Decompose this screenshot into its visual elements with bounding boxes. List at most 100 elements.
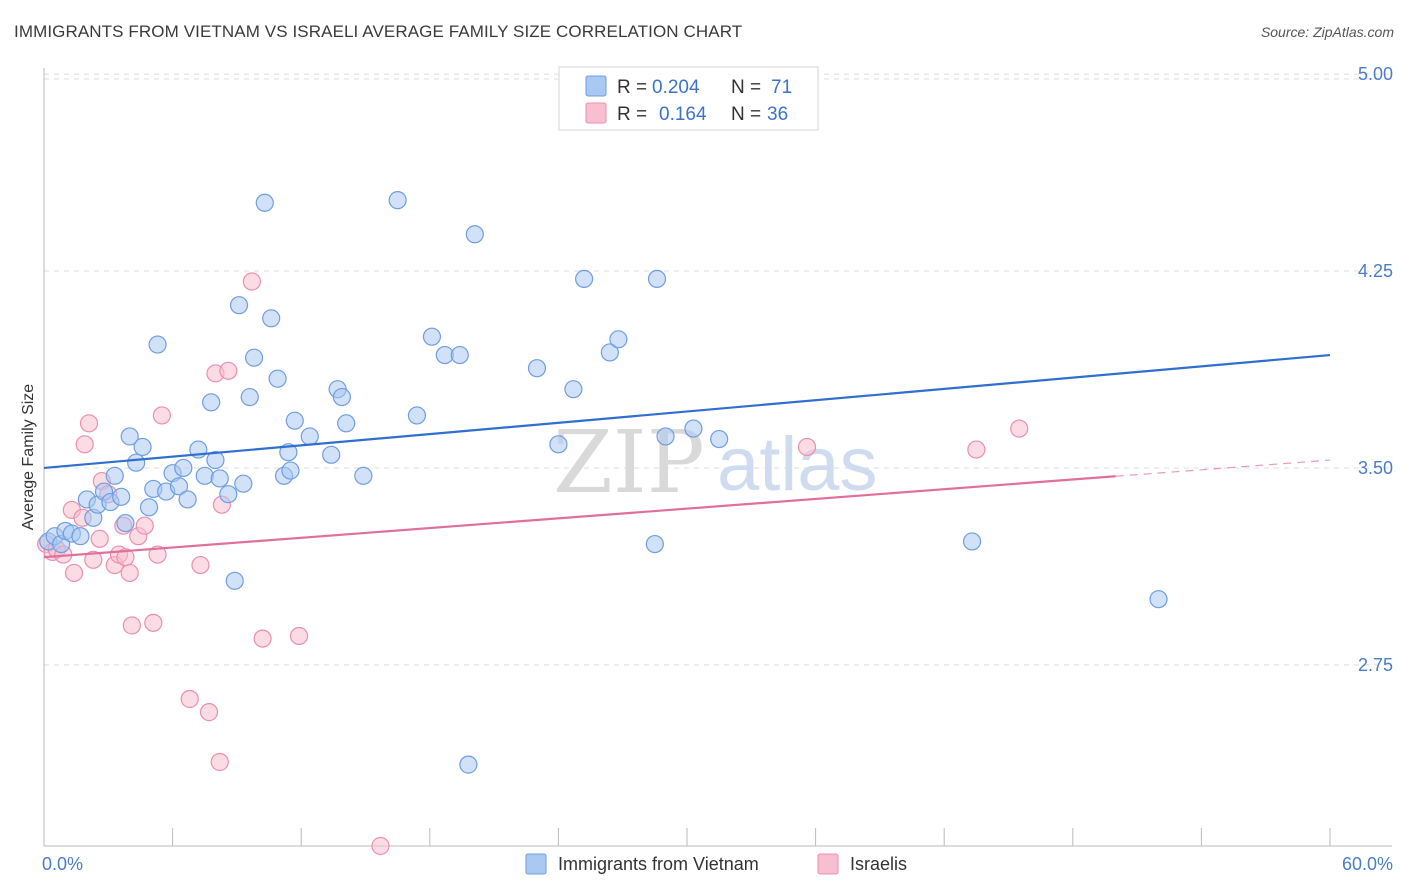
bottom-legend-label-vietnam: Immigrants from Vietnam bbox=[558, 854, 759, 874]
israelis-point bbox=[1010, 419, 1029, 438]
vietnam-point bbox=[225, 571, 244, 590]
vietnam-point bbox=[656, 427, 675, 446]
y-axis-label: Average Family Size bbox=[20, 384, 37, 531]
legend-r-label: R = bbox=[617, 77, 647, 98]
vietnam-point bbox=[647, 269, 667, 289]
vietnam-point bbox=[322, 445, 341, 464]
legend-n-value: 71 bbox=[771, 77, 792, 98]
vietnam-point bbox=[407, 406, 427, 425]
vietnam-point bbox=[139, 498, 159, 517]
legend-swatch-pink bbox=[585, 102, 607, 124]
israelis-point bbox=[120, 563, 139, 583]
israelis-point bbox=[967, 440, 986, 459]
vietnam-point bbox=[116, 513, 135, 533]
vietnam-point bbox=[206, 450, 225, 470]
vietnam-point bbox=[645, 534, 664, 554]
vietnam-points bbox=[39, 191, 1168, 774]
legend-swatch-blue bbox=[585, 75, 607, 97]
israelis-trend-line bbox=[43, 475, 1116, 559]
vietnam-point bbox=[337, 414, 356, 433]
vietnam-point bbox=[71, 527, 90, 546]
israelis-point bbox=[135, 516, 154, 535]
israelis-point bbox=[199, 703, 219, 722]
x-tick-label: 0.0% bbox=[42, 854, 83, 874]
vietnam-point bbox=[112, 487, 131, 506]
x-tick-label: 60.0% bbox=[1342, 854, 1393, 874]
israelis-point bbox=[289, 626, 309, 646]
israelis-point bbox=[79, 414, 99, 433]
vietnam-point bbox=[219, 485, 238, 504]
x-tick-labels: 0.0% 60.0% bbox=[42, 854, 1393, 874]
israelis-point bbox=[191, 555, 210, 575]
vietnam-point bbox=[450, 345, 469, 365]
bottom-legend-swatch-pink bbox=[817, 853, 839, 875]
israelis-point bbox=[90, 529, 109, 548]
vietnam-point bbox=[600, 343, 619, 362]
y-tick-label: 3.50 bbox=[1358, 458, 1393, 478]
legend-row-vietnam: R = 0.204 N = 71 bbox=[585, 75, 792, 98]
watermark: ZIP atlas bbox=[553, 413, 878, 513]
israelis-point bbox=[180, 689, 199, 709]
legend: R = 0.204 N = 71 R = 0.164 N = 36 bbox=[558, 66, 819, 131]
israelis-point bbox=[152, 406, 171, 425]
israelis-point bbox=[210, 752, 229, 772]
axes bbox=[43, 68, 1392, 847]
vietnam-point bbox=[575, 269, 594, 289]
vietnam-trend-line bbox=[43, 353, 1331, 470]
legend-r-label: R = bbox=[617, 104, 647, 125]
vietnam-point bbox=[459, 755, 478, 774]
grid-lines bbox=[44, 73, 1392, 666]
y-tick-label: 4.25 bbox=[1358, 261, 1393, 281]
israelis-point bbox=[797, 437, 817, 457]
watermark-zip: ZIP bbox=[553, 413, 705, 513]
vietnam-point bbox=[549, 435, 568, 454]
vietnam-point bbox=[195, 466, 214, 485]
vietnam-point bbox=[710, 429, 729, 449]
legend-r-value: 0.164 bbox=[659, 104, 707, 125]
vietnam-point bbox=[174, 458, 193, 478]
vietnam-point bbox=[255, 193, 274, 212]
vietnam-point bbox=[962, 532, 982, 551]
israelis-point bbox=[144, 613, 163, 632]
vietnam-point bbox=[422, 327, 442, 346]
vietnam-point bbox=[1149, 590, 1168, 609]
trend-lines bbox=[43, 353, 1331, 559]
israelis-point bbox=[84, 550, 103, 569]
vietnam-point bbox=[127, 453, 146, 472]
legend-row-israelis: R = 0.164 N = 36 bbox=[585, 102, 788, 125]
vietnam-point bbox=[244, 348, 264, 367]
bottom-legend-label-israelis: Israelis bbox=[850, 854, 907, 874]
legend-r-value: 0.204 bbox=[652, 77, 700, 98]
vietnam-point bbox=[354, 466, 373, 485]
israelis-point bbox=[148, 545, 167, 564]
vietnam-point bbox=[262, 309, 281, 328]
israelis-point bbox=[122, 616, 141, 635]
vietnam-point bbox=[105, 466, 124, 485]
israelis-point bbox=[242, 272, 262, 291]
vietnam-point bbox=[133, 437, 152, 457]
legend-n-value: 36 bbox=[767, 104, 788, 125]
vietnam-point bbox=[465, 225, 484, 244]
vietnam-point bbox=[169, 477, 189, 496]
vietnam-point bbox=[300, 427, 319, 446]
vietnam-point bbox=[202, 393, 221, 412]
vietnam-point bbox=[285, 411, 304, 430]
chart-title: IMMIGRANTS FROM VIETNAM VS ISRAELI AVERA… bbox=[14, 22, 743, 41]
vietnam-point bbox=[388, 191, 407, 210]
vietnam-point bbox=[178, 490, 197, 509]
israelis-point bbox=[253, 629, 272, 648]
vietnam-point bbox=[240, 387, 259, 407]
vietnam-point bbox=[684, 419, 703, 438]
vietnam-point bbox=[229, 296, 249, 315]
vietnam-point bbox=[527, 359, 547, 378]
vietnam-point bbox=[120, 427, 139, 446]
y-tick-label: 5.00 bbox=[1358, 64, 1393, 84]
y-tick-labels: 5.00 4.25 3.50 2.75 bbox=[1358, 64, 1393, 675]
legend-n-label: N = bbox=[731, 77, 761, 98]
vietnam-point bbox=[268, 369, 287, 388]
bottom-legend: Immigrants from Vietnam Israelis bbox=[525, 853, 907, 875]
israelis-trend-line-extension bbox=[1115, 459, 1331, 477]
legend-n-label: N = bbox=[731, 104, 761, 125]
vietnam-point bbox=[332, 387, 352, 407]
bottom-legend-swatch-blue bbox=[525, 853, 547, 875]
